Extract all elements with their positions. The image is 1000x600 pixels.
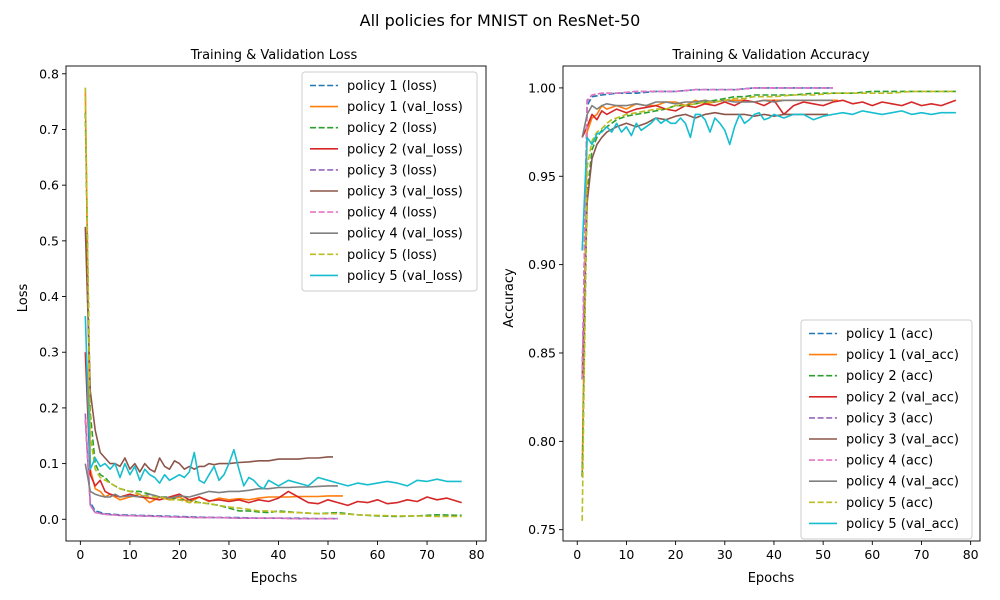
accuracy-legend-label: policy 4 (acc)	[846, 454, 933, 469]
accuracy-x-tick-label: 80	[963, 547, 979, 562]
accuracy-x-tick-label: 30	[717, 547, 733, 562]
accuracy-x-tick-label: 0	[573, 547, 581, 562]
accuracy-legend-label: policy 1 (acc)	[846, 327, 933, 342]
accuracy-x-tick-label: 10	[618, 547, 634, 562]
loss-legend-label: policy 1 (val_loss)	[347, 100, 463, 115]
accuracy-series-line-2	[581, 99, 838, 477]
accuracy-series-line-1	[581, 87, 833, 380]
accuracy-series-line-6	[581, 111, 829, 380]
accuracy-legend-label: policy 5 (val_acc)	[846, 517, 959, 532]
loss-legend-label: policy 5 (val_loss)	[347, 269, 463, 284]
accuracy-y-tick-label: 0.75	[528, 522, 556, 537]
loss-axes-frame	[65, 65, 487, 542]
loss-y-tick-label: 0.3	[39, 345, 59, 360]
accuracy-y-tick-label: 0.80	[528, 434, 556, 449]
loss-legend-label: policy 2 (val_loss)	[347, 142, 463, 157]
accuracy-legend-label: policy 3 (acc)	[846, 411, 933, 426]
loss-legend: policy 1 (loss) policy 1 (val_loss)policy…	[301, 71, 478, 292]
loss-x-tick-label: 70	[419, 547, 435, 562]
loss-y-axis-label: Loss	[16, 284, 31, 313]
accuracy-x-tick-label: 20	[668, 547, 684, 562]
loss-y-tick-label: 0.8	[39, 66, 59, 81]
loss-series-line-10	[84, 315, 462, 490]
accuracy-x-axis-label: Epochs	[748, 571, 795, 586]
accuracy-legend-label: policy 1 (val_acc)	[846, 348, 959, 363]
loss-legend-label: policy 2 (loss)	[347, 121, 437, 136]
loss-x-tick-label: 10	[122, 547, 138, 562]
loss-chart-title: Training & Validation Loss	[190, 48, 358, 63]
loss-y-tick-label: 0.5	[39, 233, 59, 248]
loss-y-tick-label: 0.6	[39, 178, 59, 193]
accuracy-legend-label: policy 2 (acc)	[846, 369, 933, 384]
loss-x-axis-label: Epochs	[251, 571, 298, 586]
accuracy-y-tick-label: 0.90	[528, 257, 556, 272]
loss-legend-label: policy 4 (loss)	[347, 206, 437, 221]
loss-legend-label: policy 3 (loss)	[347, 163, 437, 178]
loss-x-tick-label: 30	[221, 547, 237, 562]
loss-y-tick-label: 0.0	[39, 512, 59, 527]
loss-series-line-6	[84, 226, 333, 473]
loss-x-tick-label: 40	[271, 547, 287, 562]
accuracy-series-line-4	[581, 99, 957, 138]
loss-x-tick-label: 80	[469, 547, 485, 562]
accuracy-x-tick-label: 50	[815, 547, 831, 562]
accuracy-legend: policy 1 (acc) policy 1 (val_acc)policy 2…	[800, 319, 973, 540]
loss-x-tick-label: 60	[370, 547, 386, 562]
accuracy-legend-label: policy 3 (val_acc)	[846, 433, 959, 448]
accuracy-x-tick-label: 40	[766, 547, 782, 562]
loss-series-line-7	[84, 418, 338, 520]
loss-y-tick-label: 0.4	[39, 289, 59, 304]
accuracy-y-tick-label: 0.85	[528, 345, 556, 360]
loss-legend-label: policy 1 (loss)	[347, 79, 437, 94]
accuracy-legend-label: policy 4 (val_acc)	[846, 475, 959, 490]
accuracy-x-tick-label: 70	[914, 547, 930, 562]
loss-series-line-4	[84, 352, 462, 507]
accuracy-chart-title: Training & Validation Accuracy	[671, 48, 870, 63]
loss-chart: Training & Validation Loss Epochs Loss 0…	[16, 48, 487, 586]
loss-y-tick-label: 0.7	[39, 122, 59, 137]
accuracy-series-line-3	[581, 90, 956, 477]
accuracy-series-line-5	[581, 87, 833, 380]
accuracy-axes-frame	[562, 65, 981, 542]
accuracy-y-axis-label: Accuracy	[502, 268, 517, 328]
loss-series-line-8	[84, 463, 338, 499]
loss-legend-label: policy 3 (val_loss)	[347, 185, 463, 200]
accuracy-x-tick-label: 60	[864, 547, 880, 562]
accuracy-series-line-8	[581, 99, 833, 138]
loss-x-tick-label: 50	[320, 547, 336, 562]
loss-legend-label: policy 4 (val_loss)	[347, 227, 463, 242]
loss-x-tick-label: 0	[76, 547, 84, 562]
accuracy-series-line-9	[581, 90, 956, 521]
accuracy-chart: Training & Validation Accuracy Epochs Ac…	[502, 48, 981, 586]
figure-title: All policies for MNIST on ResNet-50	[360, 11, 641, 30]
loss-legend-label: policy 5 (loss)	[347, 248, 437, 263]
accuracy-y-tick-label: 0.95	[528, 169, 556, 184]
loss-series-line-9	[84, 87, 462, 518]
loss-y-tick-label: 0.2	[39, 400, 59, 415]
accuracy-y-tick-label: 1.00	[528, 80, 556, 95]
accuracy-series-line-10	[581, 110, 956, 251]
accuracy-legend-label: policy 5 (acc)	[846, 496, 933, 511]
accuracy-series-line-7	[581, 87, 833, 380]
accuracy-legend-label: policy 2 (val_acc)	[846, 390, 959, 405]
loss-y-tick-label: 0.1	[39, 456, 59, 471]
loss-x-tick-label: 20	[171, 547, 187, 562]
